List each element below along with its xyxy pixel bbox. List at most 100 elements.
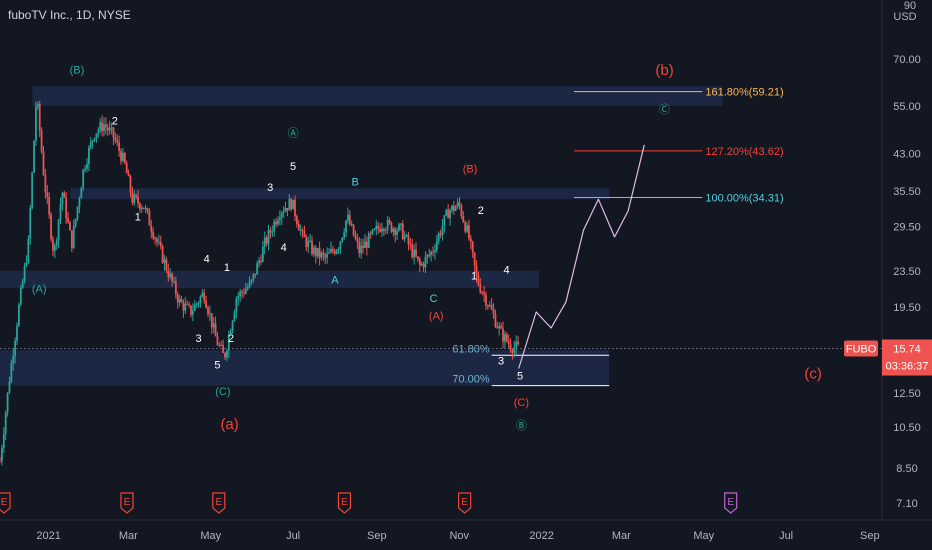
earnings-marker-label: E [124, 497, 131, 508]
price-tick: 35.50 [893, 186, 921, 198]
price-tick: 19.50 [893, 302, 921, 314]
candle-body [8, 381, 11, 393]
candle-body [243, 292, 245, 294]
candle-body [67, 218, 69, 223]
candle-body [178, 298, 181, 303]
currency-label: USD [893, 11, 916, 23]
candle-body [104, 124, 107, 128]
wave-label: (B) [70, 65, 85, 77]
candle-body [492, 309, 495, 315]
candle-body [40, 130, 43, 152]
wave-label: Ⓑ [516, 419, 527, 432]
earnings-marker [0, 492, 11, 514]
candle-body [498, 326, 501, 329]
candle-body [188, 304, 190, 306]
candle-body [394, 228, 397, 235]
zone-rect [70, 188, 610, 200]
zone-rect [32, 85, 723, 106]
candle-body [19, 287, 22, 305]
price-tick: 90 [904, 0, 916, 12]
candle-body [367, 233, 370, 248]
candle-body [392, 228, 395, 232]
candle-body [417, 256, 419, 260]
candle-body [490, 305, 493, 310]
candle-body [218, 345, 221, 347]
current-price-badge [882, 339, 932, 376]
candle-body [18, 304, 20, 326]
candle-body [2, 433, 5, 449]
candle-body [197, 303, 200, 305]
candle-body [52, 238, 54, 251]
candle-body [144, 208, 147, 210]
candle-body [135, 194, 138, 197]
candle-body [277, 220, 279, 225]
candle-body [86, 163, 88, 169]
candle-body [258, 260, 260, 264]
candle-body [36, 104, 39, 107]
candle-body [485, 294, 487, 306]
candle-body [129, 176, 132, 193]
candle-body [388, 219, 391, 223]
candle-body [99, 122, 102, 131]
candle-body [12, 355, 15, 364]
wave-label: 2 [112, 115, 118, 127]
candle-body [207, 307, 209, 314]
candle-body [415, 249, 417, 257]
candle-body [6, 392, 9, 413]
candle-body [110, 127, 113, 129]
time-tick: 2021 [36, 530, 60, 542]
candle-body [59, 204, 62, 220]
candle-body [462, 215, 465, 222]
candle-body [345, 220, 347, 233]
candle-body [313, 247, 315, 254]
candle-body [69, 222, 71, 231]
candle-body [216, 336, 219, 346]
candle-body [305, 237, 308, 247]
price-tick: 8.50 [896, 463, 917, 475]
candle-body [379, 228, 381, 232]
candle-body [314, 247, 317, 257]
candle-body [220, 345, 223, 347]
candle-body [250, 279, 253, 282]
candle-body [360, 245, 363, 254]
candle-body [297, 223, 300, 231]
candle-body [384, 229, 387, 231]
level-label: 127.20%(43.62) [705, 146, 783, 158]
candle-body [186, 303, 189, 305]
candle-body [25, 262, 28, 266]
candle-body [507, 341, 510, 345]
candle-body [517, 341, 520, 345]
candle-body [424, 257, 427, 268]
candle-body [373, 228, 376, 230]
wave-label: 4 [281, 242, 287, 254]
candle-body [233, 312, 236, 322]
wave-label: 5 [290, 161, 296, 173]
time-tick: May [693, 530, 714, 542]
candle-body [226, 350, 228, 358]
price-tick: 10.50 [893, 422, 921, 434]
candle-body [14, 340, 17, 356]
candle-body [428, 254, 431, 256]
candle-body [333, 251, 336, 254]
candle-body [318, 247, 321, 258]
candle-body [292, 199, 294, 210]
candle-body [269, 230, 272, 233]
candle-body [157, 241, 160, 243]
candle-body [352, 224, 355, 236]
candle-body [377, 226, 380, 229]
candle-body [44, 174, 47, 193]
candle-body [63, 192, 66, 198]
candle-body [407, 234, 410, 245]
candle-body [235, 298, 238, 313]
candle-body [271, 231, 274, 233]
candle-body [284, 208, 287, 212]
candle-body [169, 273, 172, 278]
candle-body [339, 241, 342, 250]
candle-body [91, 140, 94, 142]
earnings-marker-label: E [215, 497, 222, 508]
wave-label: 1 [471, 270, 477, 282]
candle-body [97, 130, 100, 134]
ticker-badge [844, 340, 878, 357]
earnings-marker [458, 492, 472, 514]
